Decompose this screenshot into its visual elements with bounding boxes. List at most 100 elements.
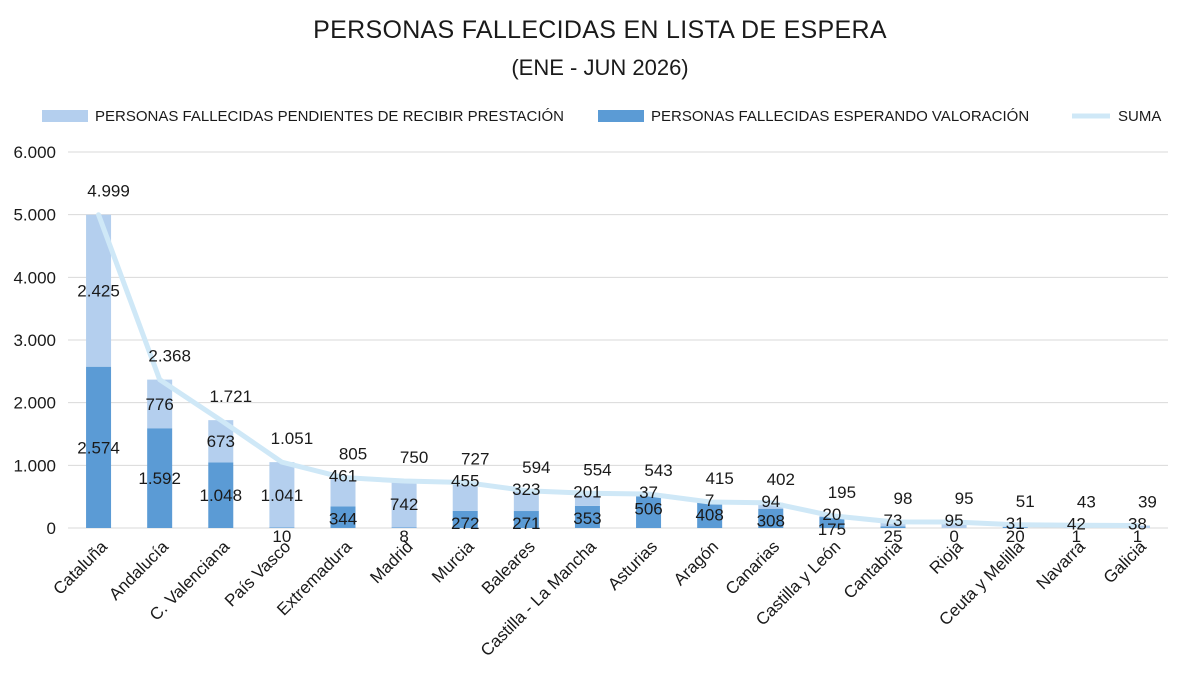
data-label-pendientes: 323 xyxy=(512,480,540,499)
bar-esperando-valoracion xyxy=(758,508,784,528)
data-label-esperando: 2.574 xyxy=(77,438,120,457)
bar-esperando-valoracion xyxy=(208,462,234,528)
data-label-esperando: 175 xyxy=(818,520,846,539)
category-label: Murcia xyxy=(428,537,478,587)
data-label-esperando: 20 xyxy=(1006,527,1025,546)
bar-pendientes-prestacion xyxy=(758,502,784,509)
data-label-esperando: 408 xyxy=(695,505,723,524)
data-label-esperando: 25 xyxy=(884,527,903,546)
bar-esperando-valoracion xyxy=(452,510,478,528)
x-tick-label: Cataluña xyxy=(49,537,111,599)
data-label-pendientes: 461 xyxy=(329,467,357,486)
category-label: Cantabria xyxy=(840,537,906,603)
legend-label: PERSONAS FALLECIDAS PENDIENTES DE RECIBI… xyxy=(95,108,564,125)
gridlines xyxy=(68,151,1168,529)
bar-esperando-valoracion xyxy=(819,517,845,528)
bar-esperando-valoracion xyxy=(697,502,723,528)
data-label-pendientes: 742 xyxy=(390,495,418,514)
category-label: Rioja xyxy=(926,537,967,578)
category-label: Madrid xyxy=(366,537,416,587)
data-label-pendientes: 94 xyxy=(761,492,780,511)
y-tick-label: 3.000 xyxy=(13,331,56,350)
data-label-pendientes: 455 xyxy=(451,471,479,490)
x-tick-label: Castilla - La Mancha xyxy=(477,537,600,660)
x-tick-label: Baleares xyxy=(478,537,539,598)
sum-line xyxy=(96,212,1140,529)
x-tick-label: Canarias xyxy=(722,537,784,599)
y-tick-label: 2.000 xyxy=(13,394,56,413)
data-label-esperando: 344 xyxy=(329,509,357,528)
data-label-pendientes: 1.041 xyxy=(261,486,304,505)
x-tick-label: Navarra xyxy=(1033,537,1090,594)
bar-esperando-valoracion xyxy=(391,527,417,528)
data-label-esperando: 506 xyxy=(634,499,662,518)
data-label-pendientes: 20 xyxy=(822,505,841,524)
y-axis: 0 1.000 2.000 3.000 4.000 5.000 6.000 xyxy=(13,143,56,538)
data-label-pendientes: 7 xyxy=(705,491,714,510)
data-label-suma: 51 xyxy=(1016,492,1035,511)
data-label-esperando: 1 xyxy=(1133,527,1142,546)
data-label-pendientes: 37 xyxy=(639,483,658,502)
data-label-esperando: 308 xyxy=(757,512,785,531)
legend-label: PERSONAS FALLECIDAS ESPERANDO VALORACIÓN xyxy=(651,108,1029,125)
y-tick-label: 1.000 xyxy=(13,456,56,475)
category-label: Cataluña xyxy=(49,537,111,599)
data-label-suma: 95 xyxy=(955,489,974,508)
data-label-esperando: 271 xyxy=(512,514,540,533)
x-tick-label: Cantabria xyxy=(840,537,906,603)
bar-esperando-valoracion xyxy=(147,428,173,528)
y-tick-label: 0 xyxy=(47,519,56,538)
category-label: Canarias xyxy=(722,537,784,599)
data-label-suma: 1.051 xyxy=(271,429,314,448)
y-tick-label: 6.000 xyxy=(13,143,56,162)
data-label-suma: 39 xyxy=(1138,493,1157,512)
data-label-pendientes: 73 xyxy=(884,511,903,530)
y-tick-label: 5.000 xyxy=(13,206,56,225)
bars xyxy=(86,214,1150,528)
chart-title: PERSONAS FALLECIDAS EN LISTA DE ESPERA xyxy=(313,16,887,44)
data-label-suma: 415 xyxy=(705,469,733,488)
x-tick-label: Murcia xyxy=(428,537,478,587)
x-tick-label: Galicia xyxy=(1100,537,1151,588)
bar-esperando-valoracion xyxy=(636,496,662,528)
data-label-pendientes: 673 xyxy=(207,432,235,451)
data-label-suma: 554 xyxy=(583,460,611,479)
data-label-esperando: 10 xyxy=(272,527,291,546)
data-label-esperando: 272 xyxy=(451,514,479,533)
legend-label: SUMA xyxy=(1118,108,1161,125)
x-tick-label: Rioja xyxy=(926,537,967,578)
bar-esperando-valoracion xyxy=(330,506,356,528)
data-label-suma: 43 xyxy=(1077,492,1096,511)
data-label-pendientes: 31 xyxy=(1006,514,1025,533)
data-label-pendientes: 2.425 xyxy=(77,282,120,301)
chart-subtitle: (ENE - JUN 2026) xyxy=(511,55,689,80)
legend-swatch xyxy=(42,110,88,122)
bar-esperando-valoracion xyxy=(269,527,295,528)
bar-pendientes-prestacion xyxy=(941,522,967,528)
legend: PERSONAS FALLECIDAS PENDIENTES DE RECIBI… xyxy=(42,108,1161,125)
data-label-suma: 4.999 xyxy=(87,182,130,201)
bar-esperando-valoracion xyxy=(880,526,906,528)
legend-swatch xyxy=(598,110,644,122)
bar-pendientes-prestacion xyxy=(330,477,356,507)
data-label-suma: 195 xyxy=(828,483,856,502)
data-label-pendientes: 95 xyxy=(945,511,964,530)
bar-pendientes-prestacion xyxy=(269,462,295,528)
data-label-esperando: 353 xyxy=(573,509,601,528)
data-label-suma: 594 xyxy=(522,458,550,477)
data-label-suma: 1.721 xyxy=(210,387,253,406)
data-label-esperando: 1.592 xyxy=(138,469,181,488)
data-label-esperando: 8 xyxy=(399,527,408,546)
data-label-esperando: 1.048 xyxy=(200,486,243,505)
data-label-suma: 805 xyxy=(339,445,367,464)
data-label-suma: 98 xyxy=(894,489,913,508)
category-label: Asturias xyxy=(604,537,661,594)
data-label-pendientes: 776 xyxy=(145,395,173,414)
category-label: Castilla - La Mancha xyxy=(477,537,600,660)
data-label-pendientes: 42 xyxy=(1067,514,1086,533)
category-label: Aragón xyxy=(670,537,722,589)
category-label: Baleares xyxy=(478,537,539,598)
bar-pendientes-prestacion xyxy=(391,481,417,528)
